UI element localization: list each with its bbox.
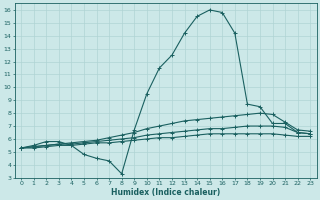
X-axis label: Humidex (Indice chaleur): Humidex (Indice chaleur) [111, 188, 220, 197]
